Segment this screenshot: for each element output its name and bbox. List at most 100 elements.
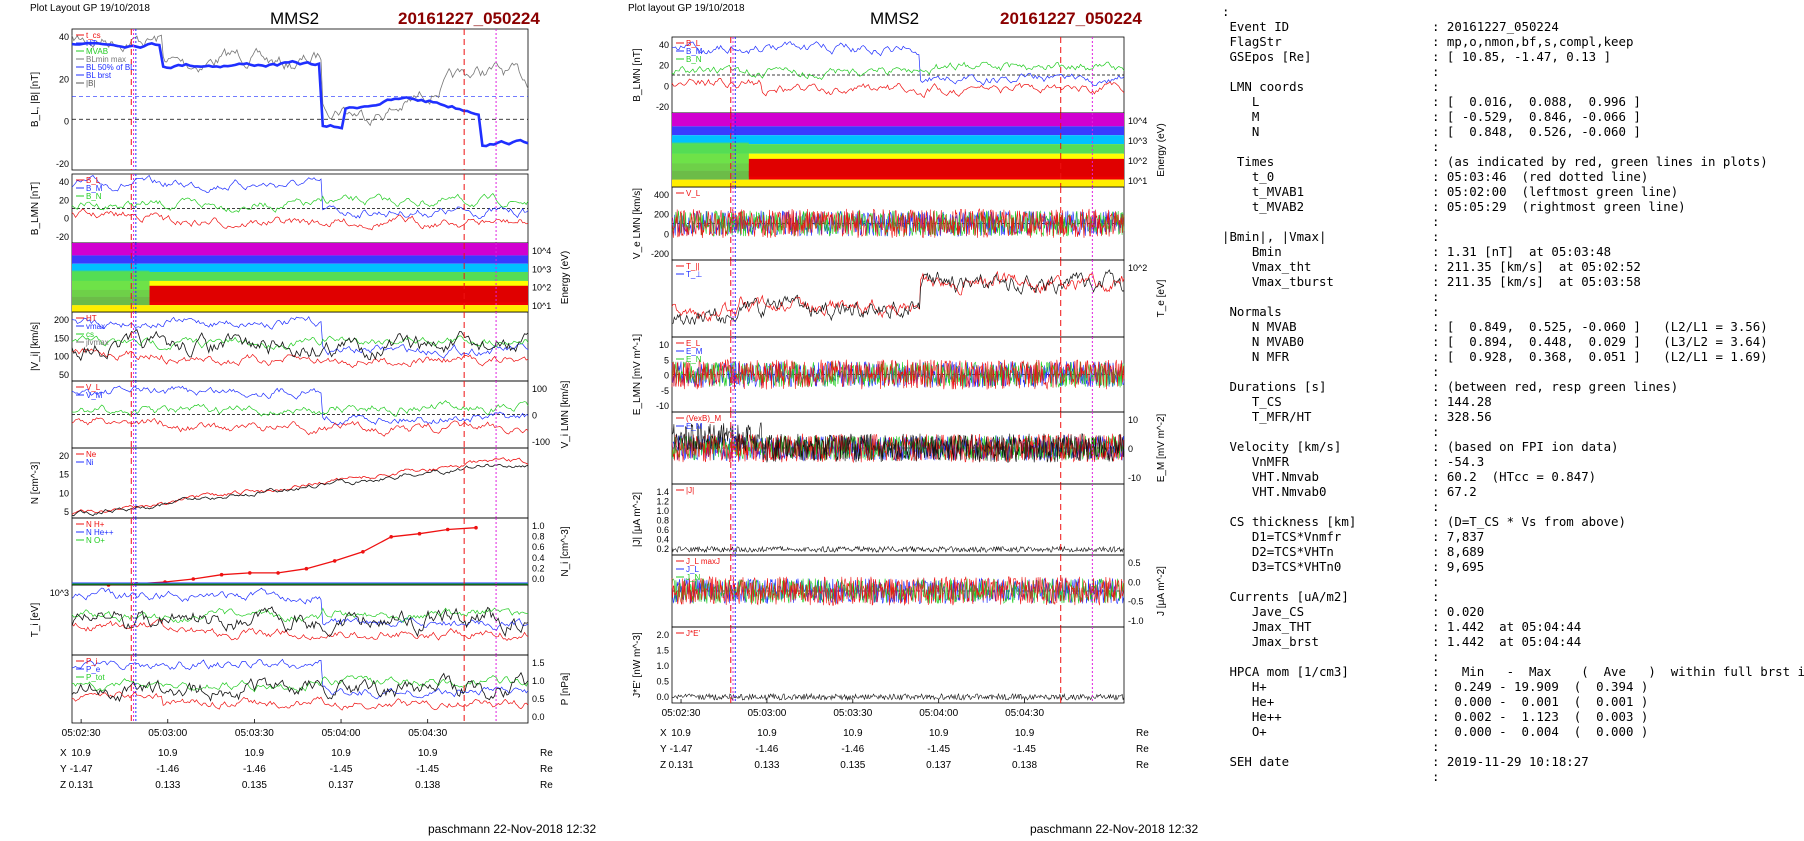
info-value: : 0.000 - 0.004 ( 0.000 ) [1432, 724, 1649, 739]
info-key: FlagStr [1222, 34, 1282, 49]
y-axis-label: J*E' [nW m^-3] [632, 632, 643, 698]
y-axis-label: N_i [cm^-3] [560, 526, 571, 576]
info-key: T_CS [1222, 394, 1282, 409]
position-value: 10.9 [843, 728, 863, 739]
info-value: : [1432, 769, 1440, 784]
info-key: N MVAB [1222, 319, 1297, 334]
info-key: T_MFR/HT [1222, 409, 1312, 424]
legend-entry: t_cs [86, 31, 101, 40]
series-line [671, 360, 1125, 389]
panel-frame [71, 517, 529, 586]
info-row: Jmax_THT: 1.442 at 05:04:44 [1222, 619, 1804, 634]
info-value: : [ 0.894, 0.448, 0.029 ] (L3/L2 = 3.64) [1432, 334, 1768, 349]
x-tick-label: 05:04:00 [919, 708, 958, 719]
info-key: Jmax_brst [1222, 634, 1319, 649]
data-point [361, 550, 365, 554]
position-value: 10.9 [245, 748, 265, 759]
info-key: t_MVAB2 [1222, 199, 1305, 214]
position-unit: Re [540, 748, 553, 759]
info-value: : (based on FPI ion data) [1432, 439, 1619, 454]
legend-entry: P_i [86, 657, 98, 666]
y-tick-label: 0.0 [1128, 577, 1141, 587]
y-tick-label: 10^3 [1128, 136, 1147, 146]
y-tick-label: 5 [664, 355, 669, 365]
y-tick-label: -0.5 [1128, 597, 1144, 607]
position-unit: Re [540, 780, 553, 791]
series-line [671, 208, 1125, 239]
y-tick-label: 10^3 [50, 588, 69, 598]
data-point [417, 531, 422, 536]
legend-entry: Ni [86, 458, 94, 467]
y-tick-label: 0 [1128, 444, 1133, 454]
legend-entry: E_M [686, 422, 703, 431]
y-axis-label: N [cm^-3] [30, 462, 41, 505]
info-value: : [1432, 589, 1440, 604]
middle-footer: paschmann 22-Nov-2018 12:32 [1030, 822, 1199, 836]
y-axis-label: |V_i| [km/s] [30, 322, 41, 371]
series-line [671, 361, 1125, 388]
info-key: HPCA mom [1/cm3] [1222, 664, 1349, 679]
info-key: D2=TCS*VHTn [1222, 544, 1334, 559]
y-tick-label: 10^2 [1128, 156, 1147, 166]
info-key: N MVAB0 [1222, 334, 1305, 349]
series-line [71, 417, 529, 437]
legend-entry: |J| [686, 486, 694, 495]
legend-entry: P_e [86, 665, 101, 674]
info-key: : [1222, 4, 1230, 19]
info-value: : [1432, 364, 1440, 379]
info-value: : 05:02:00 (leftmost green line) [1432, 184, 1679, 199]
series-line [71, 400, 529, 417]
legend-entry: |B| [86, 79, 96, 88]
info-row: O+: 0.000 - 0.004 ( 0.000 ) [1222, 724, 1804, 739]
y-tick-label: 1.0 [656, 506, 669, 516]
info-row: Jmax_brst: 1.442 at 05:04:44 [1222, 634, 1804, 649]
y-tick-label: -10 [656, 401, 669, 411]
x-tick-label: 05:04:30 [1005, 708, 1044, 719]
info-key: H+ [1222, 679, 1267, 694]
y-tick-label: 0.6 [656, 525, 669, 535]
y-tick-label: 0.5 [1128, 558, 1141, 568]
info-value: : 7,837 [1432, 529, 1485, 544]
y-tick-label: 200 [54, 315, 69, 325]
info-value: : 67.2 [1432, 484, 1477, 499]
info-row: GSEpos [Re]: [ 10.85, -1.47, 0.13 ] [1222, 49, 1804, 64]
legend-entry: J_L [686, 565, 699, 574]
series-line [71, 34, 529, 127]
panel-frame [71, 311, 529, 382]
legend-entry: V_L [86, 383, 101, 392]
series-line [71, 607, 529, 623]
info-row: H+: 0.249 - 19.909 ( 0.394 ) [1222, 679, 1804, 694]
info-row: : [1222, 64, 1804, 79]
info-value: : (between red, resp green lines) [1432, 379, 1679, 394]
series-line [71, 335, 529, 351]
y-tick-label: 100 [532, 384, 547, 394]
position-value: 0.138 [415, 780, 440, 791]
position-unit: Re [540, 764, 553, 775]
position-value: 0.137 [329, 780, 354, 791]
info-key: GSEpos [Re] [1222, 49, 1312, 64]
info-row: LMN coords: [1222, 79, 1804, 94]
column-title: MMS2 [270, 9, 319, 28]
info-row: : [1222, 214, 1804, 229]
position-unit: Re [1136, 744, 1149, 755]
y-tick-label: 40 [659, 40, 669, 50]
legend-entry: (VexB)_M [686, 414, 721, 423]
info-row: : [1222, 364, 1804, 379]
info-row: FlagStr: mp,o,nmon,bf,s,compl,keep [1222, 34, 1804, 49]
info-row: HPCA mom [1/cm3]: Min - Max ( Ave ) with… [1222, 664, 1804, 679]
legend-entry: J*E' [686, 629, 700, 638]
data-point [332, 559, 337, 563]
legend-entry: E_N [686, 355, 702, 364]
series-line [71, 192, 529, 213]
y-tick-label: 200 [654, 210, 669, 220]
data-point [389, 535, 394, 539]
y-tick-label: -1.0 [1128, 616, 1144, 626]
info-row: D2=TCS*VHTn: 8,689 [1222, 544, 1804, 559]
info-row: Velocity [km/s]: (based on FPI ion data) [1222, 439, 1804, 454]
info-row: VHT.Nmvab0: 67.2 [1222, 484, 1804, 499]
y-tick-label: 10^1 [1128, 176, 1147, 186]
position-row-label: Z [660, 760, 666, 771]
y-tick-label: -20 [56, 159, 69, 169]
series-line [671, 78, 1125, 99]
series-line [671, 545, 1125, 553]
